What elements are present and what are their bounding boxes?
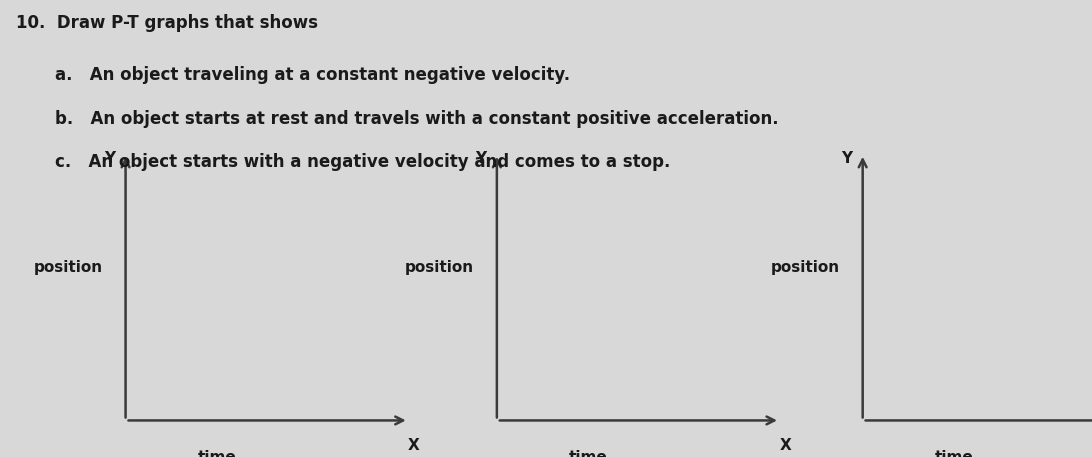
Text: b.   An object starts at rest and travels with a constant positive acceleration.: b. An object starts at rest and travels … xyxy=(55,110,779,128)
Text: Y: Y xyxy=(476,151,487,166)
Text: Y: Y xyxy=(105,151,116,166)
Text: time: time xyxy=(935,450,974,457)
Text: 10.  Draw P-T graphs that shows: 10. Draw P-T graphs that shows xyxy=(16,14,319,32)
Text: position: position xyxy=(34,260,103,275)
Text: time: time xyxy=(569,450,608,457)
Text: time: time xyxy=(198,450,237,457)
Text: a.   An object traveling at a constant negative velocity.: a. An object traveling at a constant neg… xyxy=(55,66,570,84)
Text: position: position xyxy=(771,260,840,275)
Text: X: X xyxy=(408,438,419,453)
Text: X: X xyxy=(780,438,791,453)
Text: Y: Y xyxy=(842,151,853,166)
Text: position: position xyxy=(405,260,474,275)
Text: c.   An object starts with a negative velocity and comes to a stop.: c. An object starts with a negative velo… xyxy=(55,153,670,171)
